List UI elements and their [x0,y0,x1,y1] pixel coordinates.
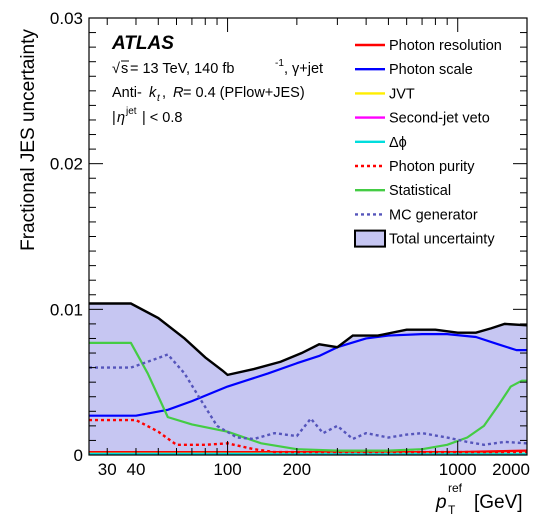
series-layer [89,302,528,456]
sqrt-s: s [121,61,128,77]
sqrt-symbol: √ [112,61,120,77]
legend-item-statistical: Statistical [355,183,451,199]
x-tick-label: 40 [127,460,146,479]
y-tick-label: 0.03 [50,9,83,28]
legend-label: Δϕ [389,135,407,151]
energy-line: √ s = 13 TeV, 140 fb -1 , γ+jet [112,58,323,77]
x-axis-label-sup: ref [448,481,463,495]
legend-item-mc-generator: MC generator [355,207,478,223]
y-axis-label: Fractional JES uncertainty [18,29,39,251]
legend-item-total-uncertainty: Total uncertainty [354,229,495,248]
legend-item-jvt: JVT [355,86,415,102]
statistical-line [89,341,527,452]
x-tick-label: 1000 [439,460,477,479]
algo-mid: , [162,85,166,101]
x-tick-label: 30 [98,460,117,479]
energy-tail: , γ+jet [284,61,323,77]
annotation-block: ATLAS √ s = 13 TeV, 140 fb -1 , γ+jet An… [111,33,323,126]
legend-label: Photon resolution [389,38,502,54]
y-tick-label: 0.02 [50,155,83,174]
algo-k: k [149,85,157,101]
photon-resolution-line [89,449,528,454]
legend-label: JVT [389,86,415,102]
legend-item-delta-phi: Δϕ [355,135,407,151]
legend-label: Photon purity [389,159,475,175]
algo-k-sub: t [157,93,161,104]
legend-swatch [354,229,386,248]
eta-post: | < 0.8 [142,110,182,126]
legend-label: MC generator [389,207,478,223]
eta-sup: jet [125,106,137,117]
atlas-label: ATLAS [111,33,174,54]
legend-label: Statistical [389,183,451,199]
legend-item-photon-resolution: Photon resolution [355,38,502,54]
x-axis-label: p ref T [GeV] [435,481,523,517]
eta-pre: | [112,110,116,126]
legend-item-second-jet-veto: Second-jet veto [355,111,490,127]
x-tick-label: 200 [283,460,311,479]
x-axis-label-sub: T [448,503,456,517]
legend: Photon resolution Photon scale JVT Second-j… [354,38,502,248]
mc-generator-line [89,353,528,446]
y-tick-label: 0 [74,446,83,465]
x-axis-label-symbol: p [435,492,447,513]
legend-label: Total uncertainty [389,232,495,248]
legend-item-photon-purity: Photon purity [355,159,475,175]
total-uncertainty-band [89,303,527,455]
algo-post: = 0.4 (PFlow+JES) [183,85,305,101]
eta-line: | η jet | < 0.8 [112,106,182,126]
energy-text: = 13 TeV, 140 fb [130,61,234,77]
legend-item-photon-scale: Photon scale [355,62,473,78]
x-axis-label-unit: [GeV] [474,492,523,513]
x-tick-label: 100 [213,460,241,479]
legend-label: Photon scale [389,62,473,78]
algo-R: R [173,85,184,101]
algo-line: Anti- k t , R = 0.4 (PFlow+JES) [112,85,305,104]
y-tick-label: 0.01 [50,300,83,319]
legend-label: Second-jet veto [389,111,490,127]
total-uncertainty-line [89,302,528,377]
lumi-exponent: -1 [275,58,284,69]
algo-pre: Anti- [112,85,142,101]
x-tick-label: 2000 [492,460,530,479]
eta-symbol: η [117,110,125,126]
axis-ticks: 0 0.01 0.02 0.03 30 40 100 200 1000 2000 [50,9,530,479]
